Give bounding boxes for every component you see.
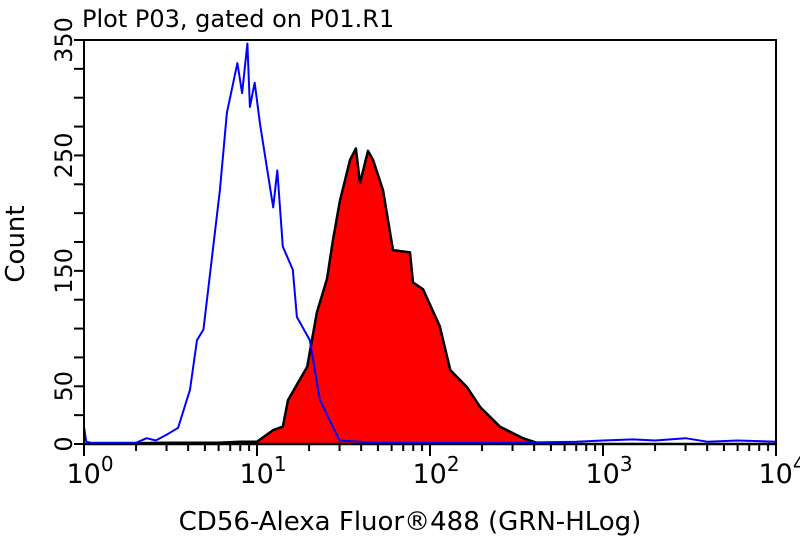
x-tick-base: 10 [239,459,273,490]
x-tick-exponent: 0 [101,452,114,476]
x-tick-base: 10 [758,459,792,490]
x-tick-base: 10 [66,459,100,490]
x-tick-exponent: 4 [793,452,800,476]
y-tick-label: 0 [50,436,78,451]
control-histogram [83,42,777,444]
x-tick-base: 10 [585,459,619,490]
x-tick-label: 103 [585,452,632,490]
y-axis-label: Count [1,205,31,282]
chart-title: Plot P03, gated on P01.R1 [82,5,394,33]
y-tick-label: 350 [50,17,78,63]
x-tick-exponent: 1 [274,452,287,476]
x-axis-label: CD56-Alexa Fluor®488 (GRN-HLog) [179,507,642,537]
y-tick-label: 250 [50,133,78,179]
x-tick-label: 102 [412,452,459,490]
x-tick-exponent: 3 [620,452,633,476]
x-tick-label: 104 [758,452,800,490]
x-tick-label: 100 [66,452,113,490]
y-tick-label: 150 [50,248,78,294]
x-tick-label: 101 [239,452,286,490]
stained-histogram [82,147,778,446]
x-tick-base: 10 [412,459,446,490]
y-tick-label: 50 [50,371,78,402]
x-tick-exponent: 2 [447,452,460,476]
